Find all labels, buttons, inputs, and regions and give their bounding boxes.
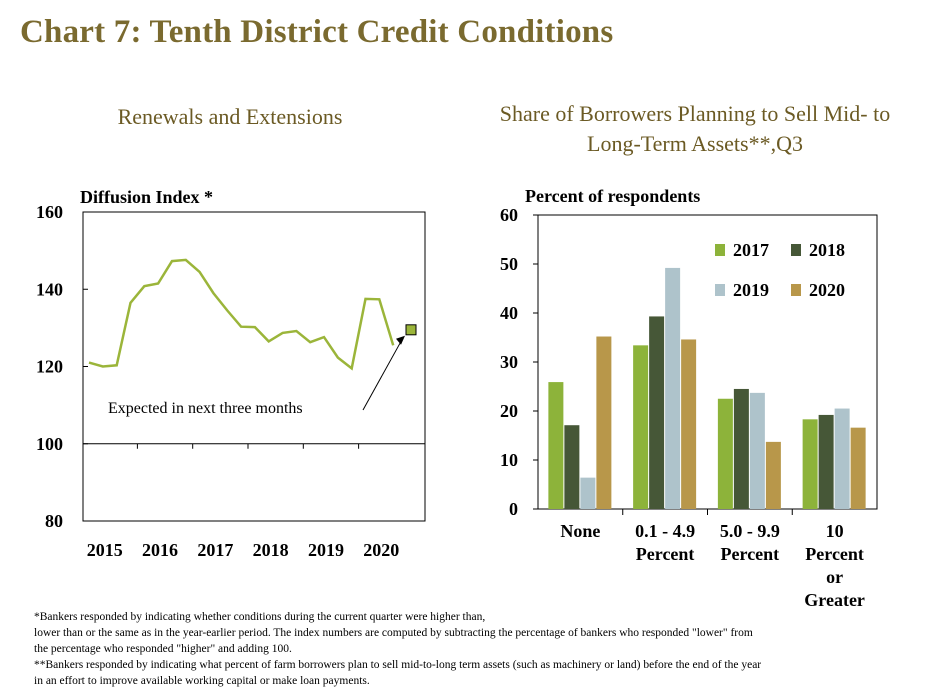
bar-2018 xyxy=(733,388,749,509)
footnote-line: **Bankers responded by indicating what p… xyxy=(34,659,762,671)
page-title: Chart 7: Tenth District Credit Condition… xyxy=(20,14,614,50)
footnote-assets: **Bankers responded by indicating what p… xyxy=(34,657,894,689)
footnote-line: in an effort to improve available workin… xyxy=(34,675,370,687)
line-chart-title: Renewals and Extensions xyxy=(117,104,343,129)
legend-swatch-2020 xyxy=(791,284,801,296)
x-tick-label: 2017 xyxy=(197,540,233,560)
y-tick-label: 80 xyxy=(45,511,63,531)
annotation-arrow xyxy=(362,337,404,411)
x-category-label: 10 xyxy=(826,521,844,541)
bar-2019 xyxy=(834,408,850,509)
y-tick-label: 140 xyxy=(36,279,63,299)
bar-2020 xyxy=(765,441,781,509)
bar-2019 xyxy=(749,392,765,509)
bar-2019 xyxy=(580,477,596,509)
legend-label: 2020 xyxy=(809,280,845,300)
bar-2020 xyxy=(850,427,866,509)
bar-2018 xyxy=(564,425,580,509)
legend-swatch-2017 xyxy=(715,244,725,256)
x-category-label: None xyxy=(560,521,600,541)
bar-2018 xyxy=(818,414,834,509)
bar-2017 xyxy=(548,382,564,509)
x-tick-label: 2016 xyxy=(142,540,178,560)
y-tick-label: 0 xyxy=(509,499,518,519)
footnote-line: *Bankers responded by indicating whether… xyxy=(34,611,486,623)
y-tick-label: 50 xyxy=(500,254,518,274)
legend-swatch-2019 xyxy=(715,284,725,296)
y-tick-label: 160 xyxy=(36,202,63,222)
x-category-label: 0.1 - 4.9 xyxy=(635,521,695,541)
bar-chart-title: Share of Borrowers Planning to Sell Mid-… xyxy=(499,101,891,156)
x-tick-label: 2019 xyxy=(308,540,344,560)
annotation-text: Expected in next three months xyxy=(108,400,303,417)
y-tick-label: 40 xyxy=(500,303,518,323)
x-tick-label: 2020 xyxy=(363,540,399,560)
x-tick-label: 2018 xyxy=(253,540,289,560)
bar-2017 xyxy=(633,345,649,509)
bar-2020 xyxy=(681,339,697,509)
footnote-line: lower than or the same as in the year-ea… xyxy=(34,627,753,639)
legend-label: 2019 xyxy=(733,280,769,300)
arrow-head xyxy=(396,335,405,345)
x-category-label: Percent xyxy=(636,544,695,564)
legend-label: 2018 xyxy=(809,240,845,260)
y-tick-label: 20 xyxy=(500,401,518,421)
x-category-label: or xyxy=(826,567,843,587)
series-line xyxy=(88,258,395,371)
expected-marker xyxy=(405,324,417,336)
y-tick-label: 120 xyxy=(36,357,63,377)
y-tick-label: 100 xyxy=(36,434,63,454)
footnote-diffusion-index: *Bankers responded by indicating whether… xyxy=(34,609,894,657)
legend-swatch-2018 xyxy=(791,244,801,256)
footnote-line: the percentage who responded "higher" an… xyxy=(34,643,292,655)
legend-label: 2017 xyxy=(733,240,769,260)
y-tick-label: 30 xyxy=(500,352,518,372)
y-tick-label: 10 xyxy=(500,450,518,470)
plot-frame xyxy=(82,211,426,522)
bar-2017 xyxy=(802,419,818,509)
bar-2019 xyxy=(665,267,681,509)
x-tick-label: 2015 xyxy=(87,540,123,560)
line-chart: 80 100 120 140 160 2015 2016 2017 2018 2019 2020 Ex… xyxy=(36,202,426,560)
bar-2020 xyxy=(596,336,612,509)
x-category-label: Percent xyxy=(805,544,864,564)
bar-2018 xyxy=(649,316,665,509)
bar-chart: 0 10 20 30 40 50 60 None 0.1 - 4.9 Percent 5.0 - 9… xyxy=(500,205,878,610)
bar-2017 xyxy=(717,398,733,509)
x-category-label: Greater xyxy=(804,590,865,610)
x-category-label: 5.0 - 9.9 xyxy=(720,521,780,541)
line-chart-y-axis-label: Diffusion Index * xyxy=(80,187,214,207)
bar-chart-y-axis-label: Percent of respondents xyxy=(525,186,701,206)
y-tick-label: 60 xyxy=(500,205,518,225)
x-category-label: Percent xyxy=(721,544,780,564)
